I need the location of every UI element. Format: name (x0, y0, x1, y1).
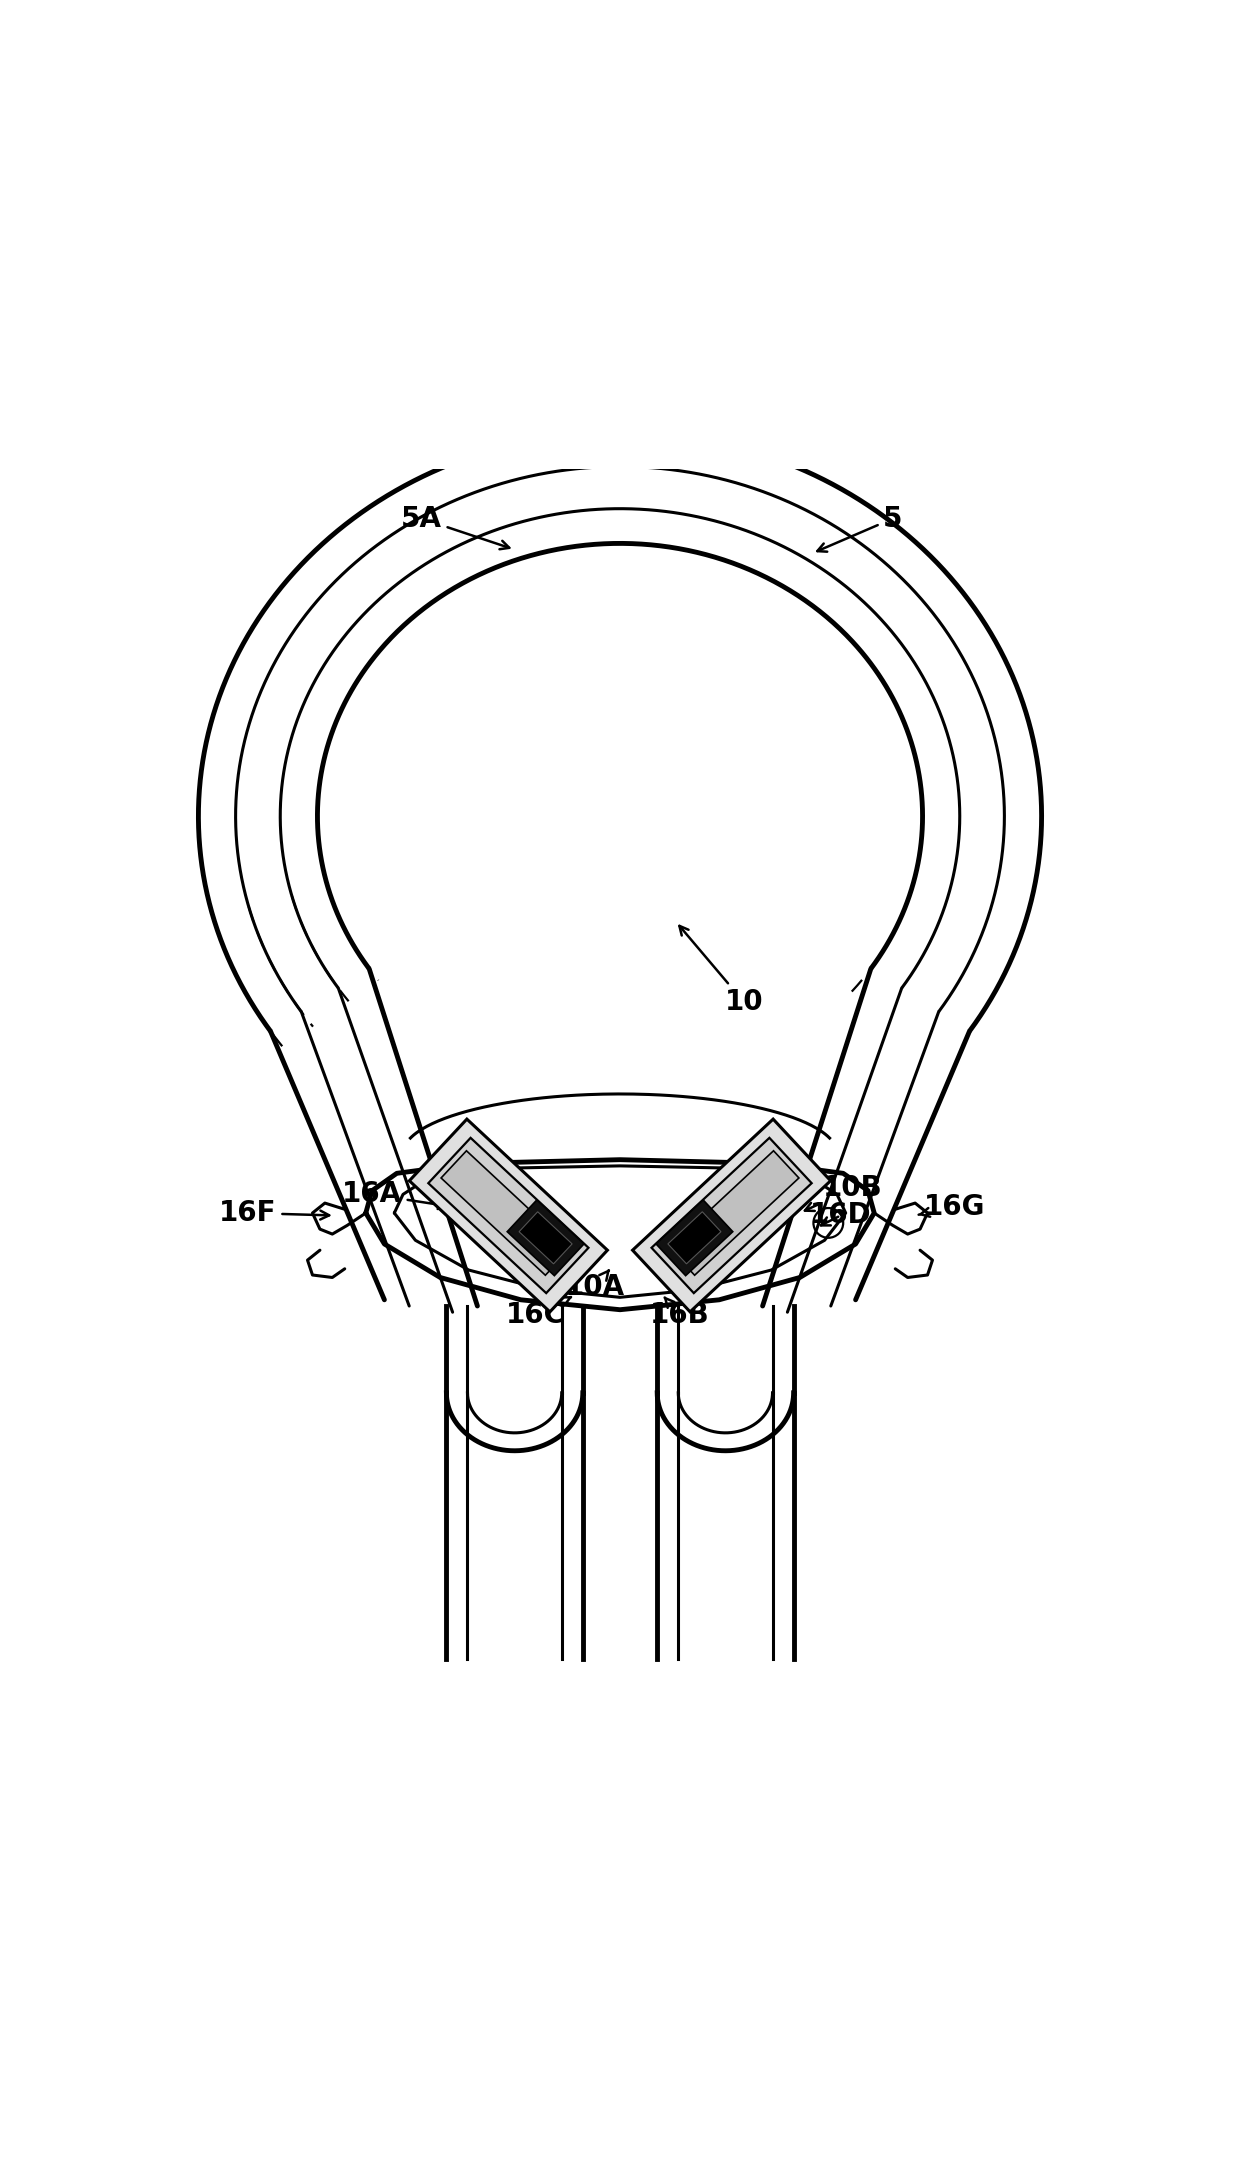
Text: 5: 5 (817, 505, 903, 551)
Text: 16B: 16B (650, 1298, 709, 1329)
Polygon shape (520, 1211, 572, 1263)
Polygon shape (670, 1150, 799, 1276)
Text: 16A: 16A (342, 1180, 448, 1209)
Polygon shape (668, 1211, 720, 1263)
Polygon shape (441, 1150, 570, 1276)
Text: 5A: 5A (401, 505, 510, 549)
Text: 10B: 10B (805, 1174, 883, 1211)
Text: 10A: 10A (565, 1270, 625, 1302)
Polygon shape (409, 1119, 608, 1311)
Text: 16D: 16D (810, 1202, 872, 1228)
Polygon shape (632, 1119, 831, 1311)
Polygon shape (507, 1200, 584, 1276)
Text: 10: 10 (680, 926, 764, 1017)
Text: 16F: 16F (219, 1200, 330, 1226)
Polygon shape (651, 1137, 812, 1294)
Polygon shape (656, 1200, 733, 1276)
Polygon shape (428, 1137, 589, 1294)
Text: 16G: 16G (919, 1194, 986, 1222)
Text: 16C: 16C (506, 1298, 572, 1329)
